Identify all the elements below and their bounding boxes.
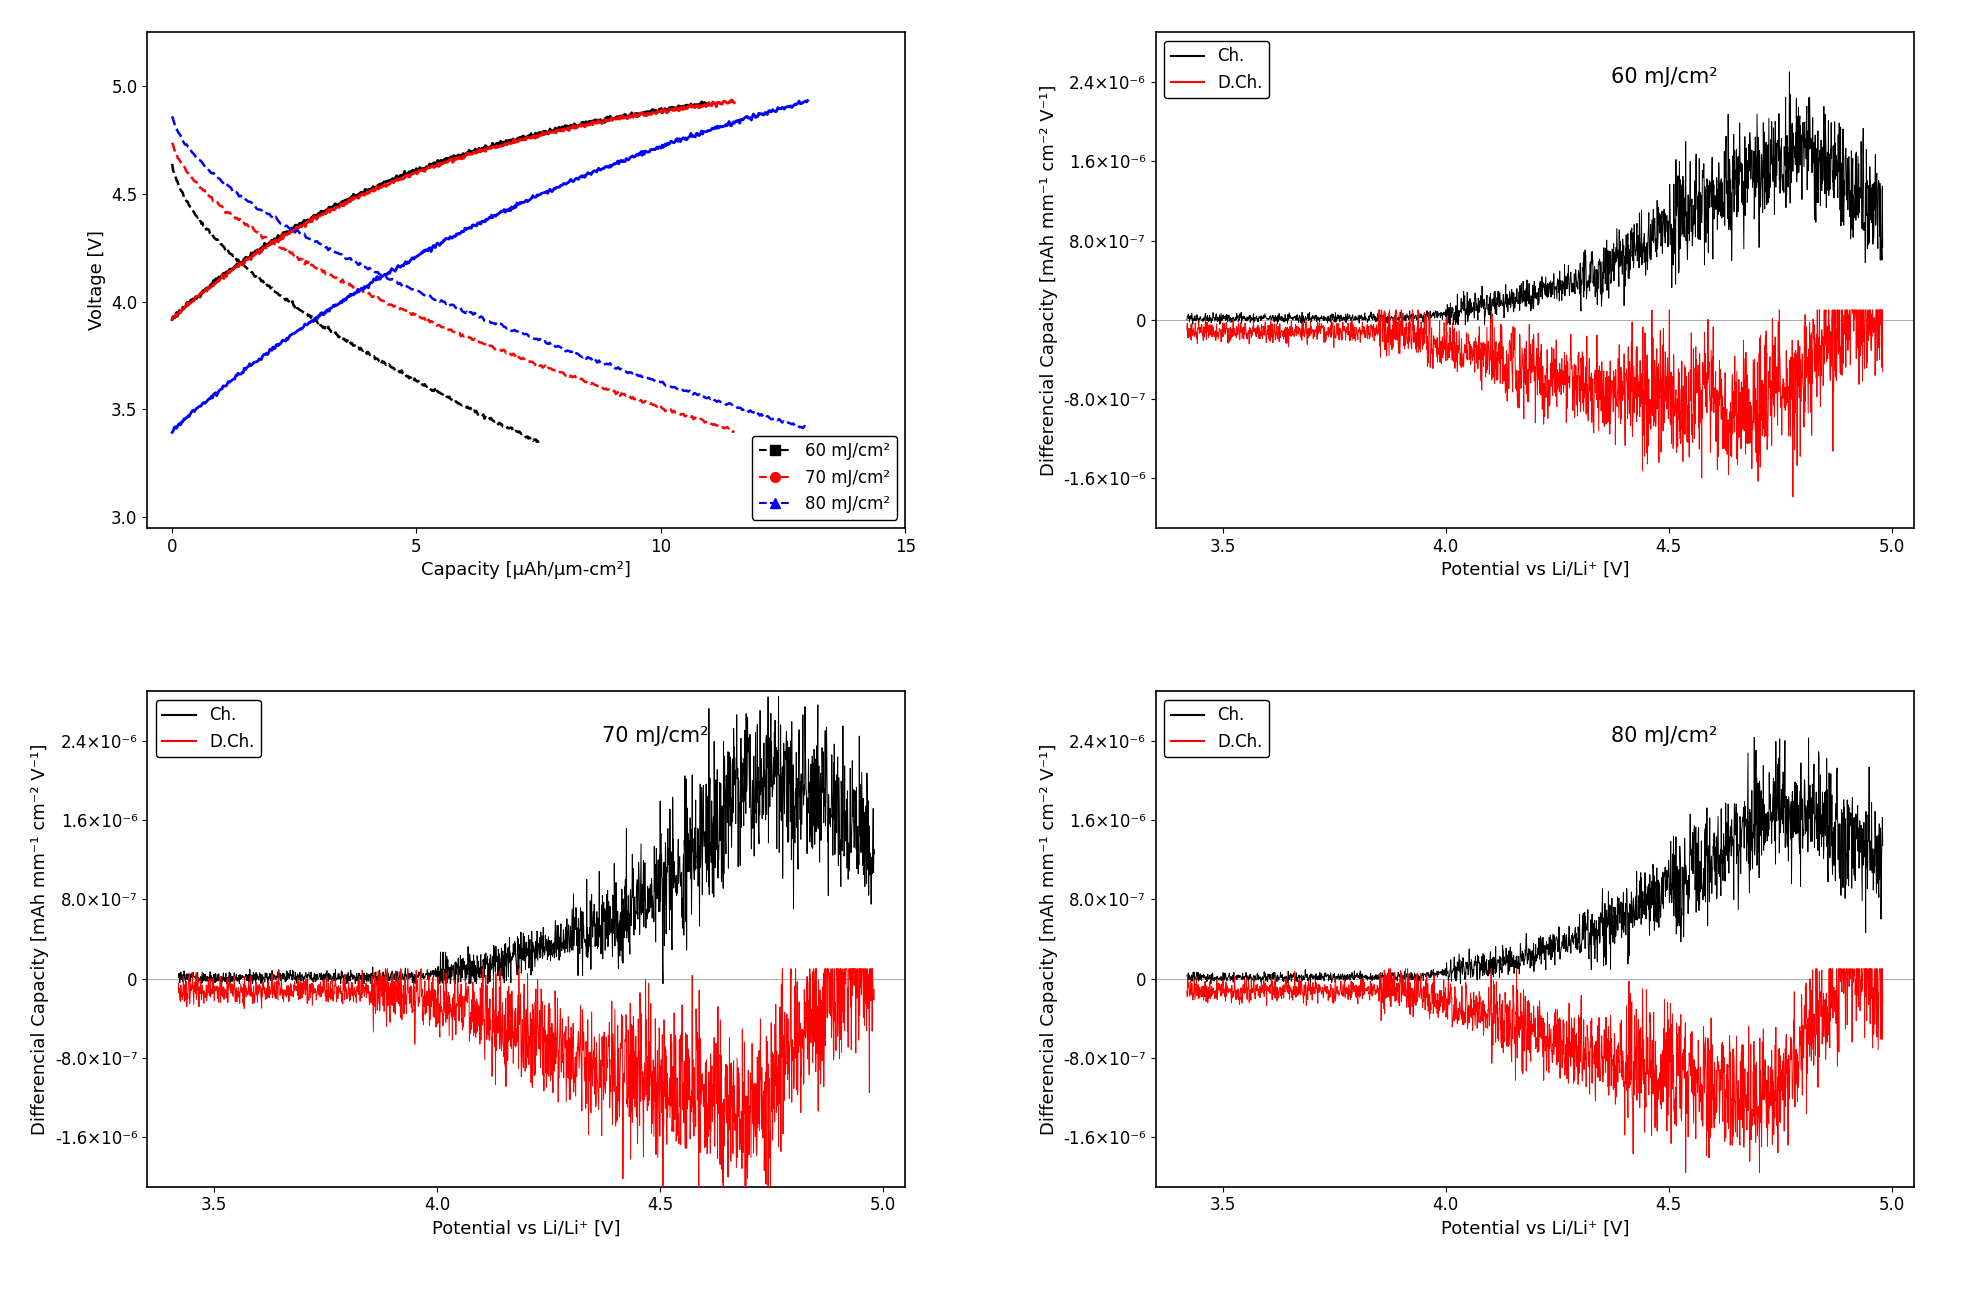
X-axis label: Potential vs Li/Li⁺ [V]: Potential vs Li/Li⁺ [V]	[432, 1220, 620, 1239]
X-axis label: Capacity [μAh/μm-cm²]: Capacity [μAh/μm-cm²]	[422, 562, 632, 580]
Y-axis label: Differencial Capacity [mAh mm⁻¹ cm⁻² V⁻¹]: Differencial Capacity [mAh mm⁻¹ cm⁻² V⁻¹…	[31, 743, 49, 1135]
X-axis label: Potential vs Li/Li⁺ [V]: Potential vs Li/Li⁺ [V]	[1441, 1220, 1629, 1239]
Legend: Ch., D.Ch.: Ch., D.Ch.	[1164, 699, 1270, 757]
Text: 60 mJ/cm²: 60 mJ/cm²	[1610, 67, 1718, 87]
X-axis label: Potential vs Li/Li⁺ [V]: Potential vs Li/Li⁺ [V]	[1441, 562, 1629, 580]
Text: 70 mJ/cm²: 70 mJ/cm²	[603, 726, 709, 746]
Text: 80 mJ/cm²: 80 mJ/cm²	[1610, 726, 1718, 746]
Y-axis label: Differencial Capacity [mAh mm⁻¹ cm⁻² V⁻¹]: Differencial Capacity [mAh mm⁻¹ cm⁻² V⁻¹…	[1040, 743, 1058, 1135]
Legend: Ch., D.Ch.: Ch., D.Ch.	[1164, 40, 1270, 99]
Legend: Ch., D.Ch.: Ch., D.Ch.	[155, 699, 261, 757]
Y-axis label: Differencial Capacity [mAh mm⁻¹ cm⁻² V⁻¹]: Differencial Capacity [mAh mm⁻¹ cm⁻² V⁻¹…	[1040, 84, 1058, 476]
Y-axis label: Voltage [V]: Voltage [V]	[88, 230, 106, 329]
Legend: 60 mJ/cm², 70 mJ/cm², 80 mJ/cm²: 60 mJ/cm², 70 mJ/cm², 80 mJ/cm²	[752, 436, 897, 520]
